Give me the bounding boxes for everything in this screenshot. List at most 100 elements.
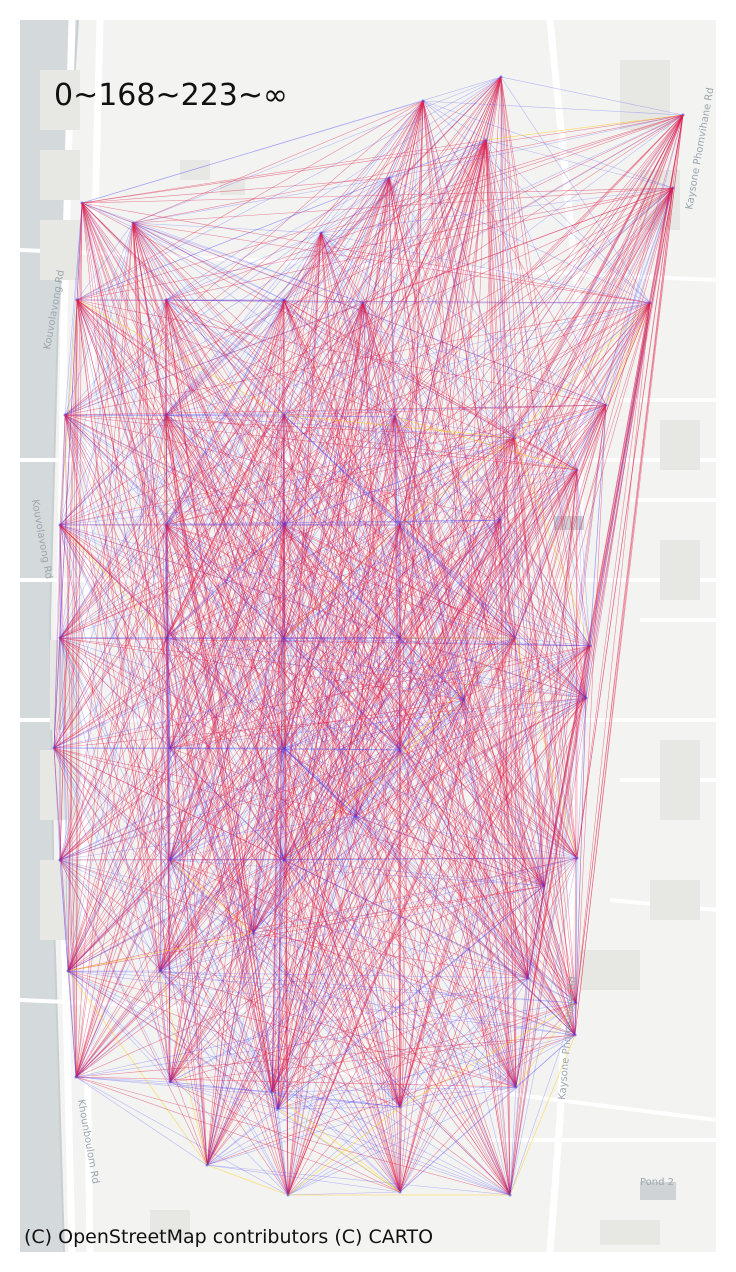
flow-line: [165, 437, 515, 639]
flow-line: [75, 859, 285, 1078]
flow-line: [165, 524, 511, 1196]
flow-line: [53, 747, 161, 972]
flow-line: [169, 1034, 576, 1083]
flow-line: [64, 414, 578, 471]
flow-line: [399, 1002, 577, 1108]
flow-line: [59, 697, 587, 861]
flow-line: [165, 299, 285, 526]
flow-line: [463, 699, 545, 887]
flow-line: [574, 697, 587, 1036]
flow-line: [283, 404, 607, 416]
flow-line: [169, 114, 684, 1083]
flow-line: [513, 404, 607, 439]
flow-line: [76, 299, 651, 304]
flow-line: [169, 859, 545, 887]
flow-line: [388, 177, 577, 1004]
flow-line: [271, 437, 515, 1093]
flow-line: [320, 232, 591, 647]
flow-line: [509, 469, 578, 1196]
flow-line: [132, 222, 607, 406]
flow-line: [169, 885, 545, 1083]
flow-line: [271, 1086, 517, 1093]
flow-line: [169, 1081, 273, 1093]
flow-line: [463, 519, 501, 701]
flow-line: [169, 747, 285, 861]
flow-line: [206, 885, 545, 1166]
flow-line: [75, 645, 591, 1078]
flow-line: [76, 299, 465, 701]
flow-line: [169, 114, 684, 749]
flow-line: [283, 187, 674, 861]
flow-line: [399, 1002, 577, 1193]
flow-line: [283, 699, 465, 749]
flow-line: [320, 232, 515, 439]
flow-line: [169, 747, 208, 1166]
flow-line: [277, 699, 465, 1110]
flow-line: [76, 299, 285, 861]
flow-line: [576, 302, 651, 859]
flow-line: [165, 232, 322, 526]
flow-line: [59, 637, 357, 817]
flow-line: [64, 100, 424, 416]
flow-line: [67, 970, 517, 1088]
flow-line: [252, 699, 465, 934]
flow-line: [463, 699, 511, 1196]
flow-line: [59, 100, 424, 639]
flow-line: [277, 1106, 401, 1110]
flow-line: [320, 232, 364, 304]
flow-line: [485, 139, 587, 699]
flow-line: [159, 524, 285, 972]
flow-line: [287, 857, 578, 1196]
flow-line: [165, 414, 285, 526]
flow-line: [75, 299, 285, 1078]
flow-line: [514, 637, 545, 887]
road: [20, 248, 716, 282]
flow-line: [67, 970, 273, 1093]
flow-line: [67, 222, 134, 972]
flow-line: [271, 232, 322, 1093]
flow-line: [252, 302, 651, 934]
flow-line: [165, 524, 171, 749]
flow-line: [575, 857, 578, 1004]
flow-line: [277, 416, 396, 1110]
flow-line: [287, 469, 578, 1196]
flow-line: [81, 202, 607, 406]
flow-line: [67, 637, 516, 972]
building-block: [650, 880, 700, 920]
flow-line: [67, 970, 401, 1193]
flow-line: [169, 859, 511, 1196]
flow-line: [76, 299, 396, 418]
flow-line: [132, 100, 424, 224]
street-label: Pond 2: [640, 1177, 674, 1188]
flow-line: [287, 699, 465, 1196]
map-area[interactable]: Kouvolavong Rd Kouvolavong Rd Khounboulom …: [20, 20, 716, 1252]
flow-line: [206, 699, 465, 1166]
flow-line: [509, 404, 607, 1196]
flow-line: [283, 76, 502, 301]
flow-line: [283, 114, 684, 526]
flow-line: [514, 637, 517, 1088]
flow-line: [576, 469, 587, 699]
flow-line: [252, 747, 285, 934]
flow-line: [64, 414, 208, 1166]
flow-line: [59, 637, 529, 979]
flow-line: [75, 932, 254, 1078]
flow-line: [355, 469, 578, 817]
flow-line: [252, 469, 578, 934]
flow-line: [277, 524, 401, 1110]
flow-line: [283, 645, 591, 861]
flow-line: [283, 637, 401, 1108]
flow-line: [165, 437, 515, 526]
flow-line: [59, 637, 401, 1193]
flow-line: [252, 637, 401, 934]
flow-line: [283, 232, 322, 749]
flow-line: [64, 114, 684, 416]
flow-line: [53, 747, 511, 1196]
flow-line: [543, 469, 578, 887]
flow-line: [362, 302, 401, 751]
river-water: [20, 20, 78, 1252]
flow-line: [59, 637, 465, 701]
flow-line: [252, 932, 401, 1193]
flow-line: [75, 637, 285, 1078]
flow-line: [388, 177, 587, 699]
